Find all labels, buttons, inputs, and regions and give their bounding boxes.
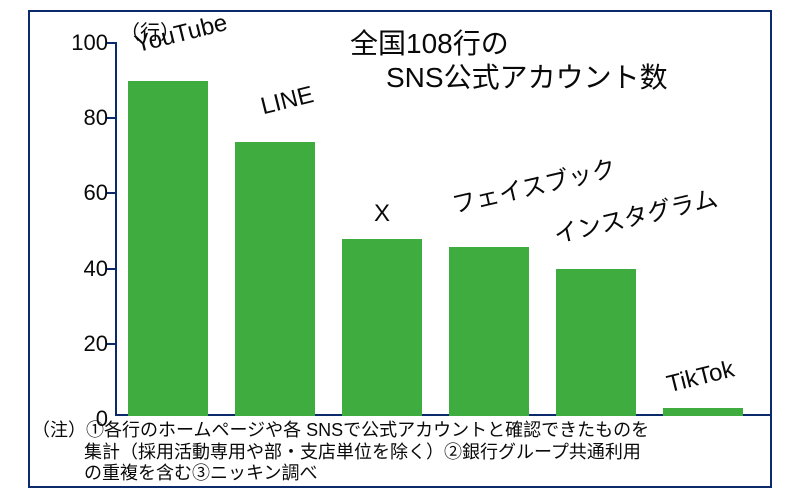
ytick-100: 100	[38, 30, 108, 56]
bar-line	[235, 142, 315, 416]
bar-tiktok	[663, 408, 743, 416]
ytick-mark-60	[107, 192, 115, 194]
footnote-line2: 集計（採用活動専用や部・支店単位を除く）②銀行グループ共通利用	[84, 442, 641, 462]
ytick-mark-40	[107, 268, 115, 270]
ytick-80: 80	[38, 105, 108, 131]
bar-label-x: X	[374, 200, 390, 228]
chart-footnote: （注）①各行のホームページや各 SNSで公式アカウントと確認できたものを 集計（…	[32, 420, 764, 484]
ytick-mark-20	[107, 343, 115, 345]
bar-label-line: LINE	[258, 81, 317, 121]
chart-panel: （行） 全国108行の SNS公式アカウント数 100 80 60 40 20 …	[28, 10, 772, 488]
ytick-20: 20	[38, 331, 108, 357]
ytick-mark-100	[107, 42, 115, 44]
footnote-line3: の重複を含む③ニッキン調べ	[84, 463, 317, 483]
footnote-prefix: （注）	[32, 420, 86, 440]
bar-youtube	[128, 81, 208, 416]
bar-facebook	[449, 247, 529, 416]
ytick-40: 40	[38, 256, 108, 282]
bar-label-tiktok: TikTok	[664, 355, 737, 399]
chart-title-line2: SNS公式アカウント数	[386, 56, 668, 96]
y-axis	[115, 42, 117, 416]
footnote-line1: ①各行のホームページや各 SNSで公式アカウントと確認できたものを	[86, 420, 649, 440]
ytick-mark-80	[107, 117, 115, 119]
bar-x	[342, 239, 422, 416]
ytick-60: 60	[38, 180, 108, 206]
bar-instagram	[556, 269, 636, 416]
